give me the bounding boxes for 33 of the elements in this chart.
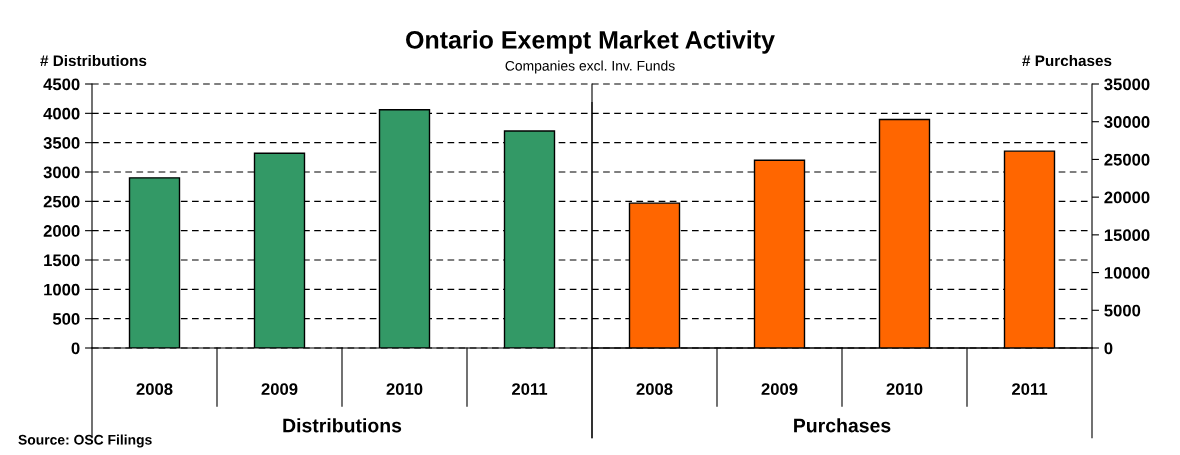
y-tick-label: 2000 xyxy=(43,225,80,237)
y-tick-label: 3000 xyxy=(43,166,80,179)
y2-tick-label: 15000 xyxy=(1104,229,1150,242)
y-tick-label: 1500 xyxy=(44,254,80,267)
y-axis-title: # Distributions xyxy=(40,54,147,67)
x-axis-title: Purchases xyxy=(794,418,891,433)
y2-tick-label: 10000 xyxy=(1104,266,1150,279)
x-tick-label: 2008 xyxy=(636,383,673,395)
x-tick-label: 2011 xyxy=(1012,383,1048,395)
x-axis-title: Distributions xyxy=(283,418,402,433)
chart-title: Ontario Exempt Market Activity xyxy=(406,30,775,54)
y2-tick-label: 0 xyxy=(1104,342,1113,355)
y-tick-label: 500 xyxy=(52,313,80,325)
y2-tick-label: 25000 xyxy=(1104,153,1150,166)
x-tick-label: 2011 xyxy=(512,383,548,395)
y-tick-label: 1000 xyxy=(44,283,80,296)
y2-tick-label: 30000 xyxy=(1104,116,1150,128)
y-tick-label: 4000 xyxy=(43,107,80,120)
y2-axis-title: # Purchases xyxy=(1022,54,1112,67)
x-tick-label: 2008 xyxy=(136,383,173,395)
y-tick-label: 0 xyxy=(71,342,80,355)
x-tick-label: 2009 xyxy=(761,383,798,395)
x-tick-label: 2010 xyxy=(886,383,923,395)
y2-tick-label: 35000 xyxy=(1104,78,1150,91)
x-tick-label: 2009 xyxy=(261,383,298,395)
source-note: Source: OSC Filings xyxy=(18,434,152,448)
y-tick-label: 2500 xyxy=(43,195,80,208)
y2-tick-label: 20000 xyxy=(1104,191,1150,204)
y2-tick-label: 5000 xyxy=(1104,304,1141,317)
x-tick-label: 2010 xyxy=(386,383,423,395)
y-tick-label: 3500 xyxy=(43,137,80,149)
y-tick-label: 4500 xyxy=(43,78,80,91)
chart-subtitle: Companies excl. Inv. Funds xyxy=(505,60,675,74)
